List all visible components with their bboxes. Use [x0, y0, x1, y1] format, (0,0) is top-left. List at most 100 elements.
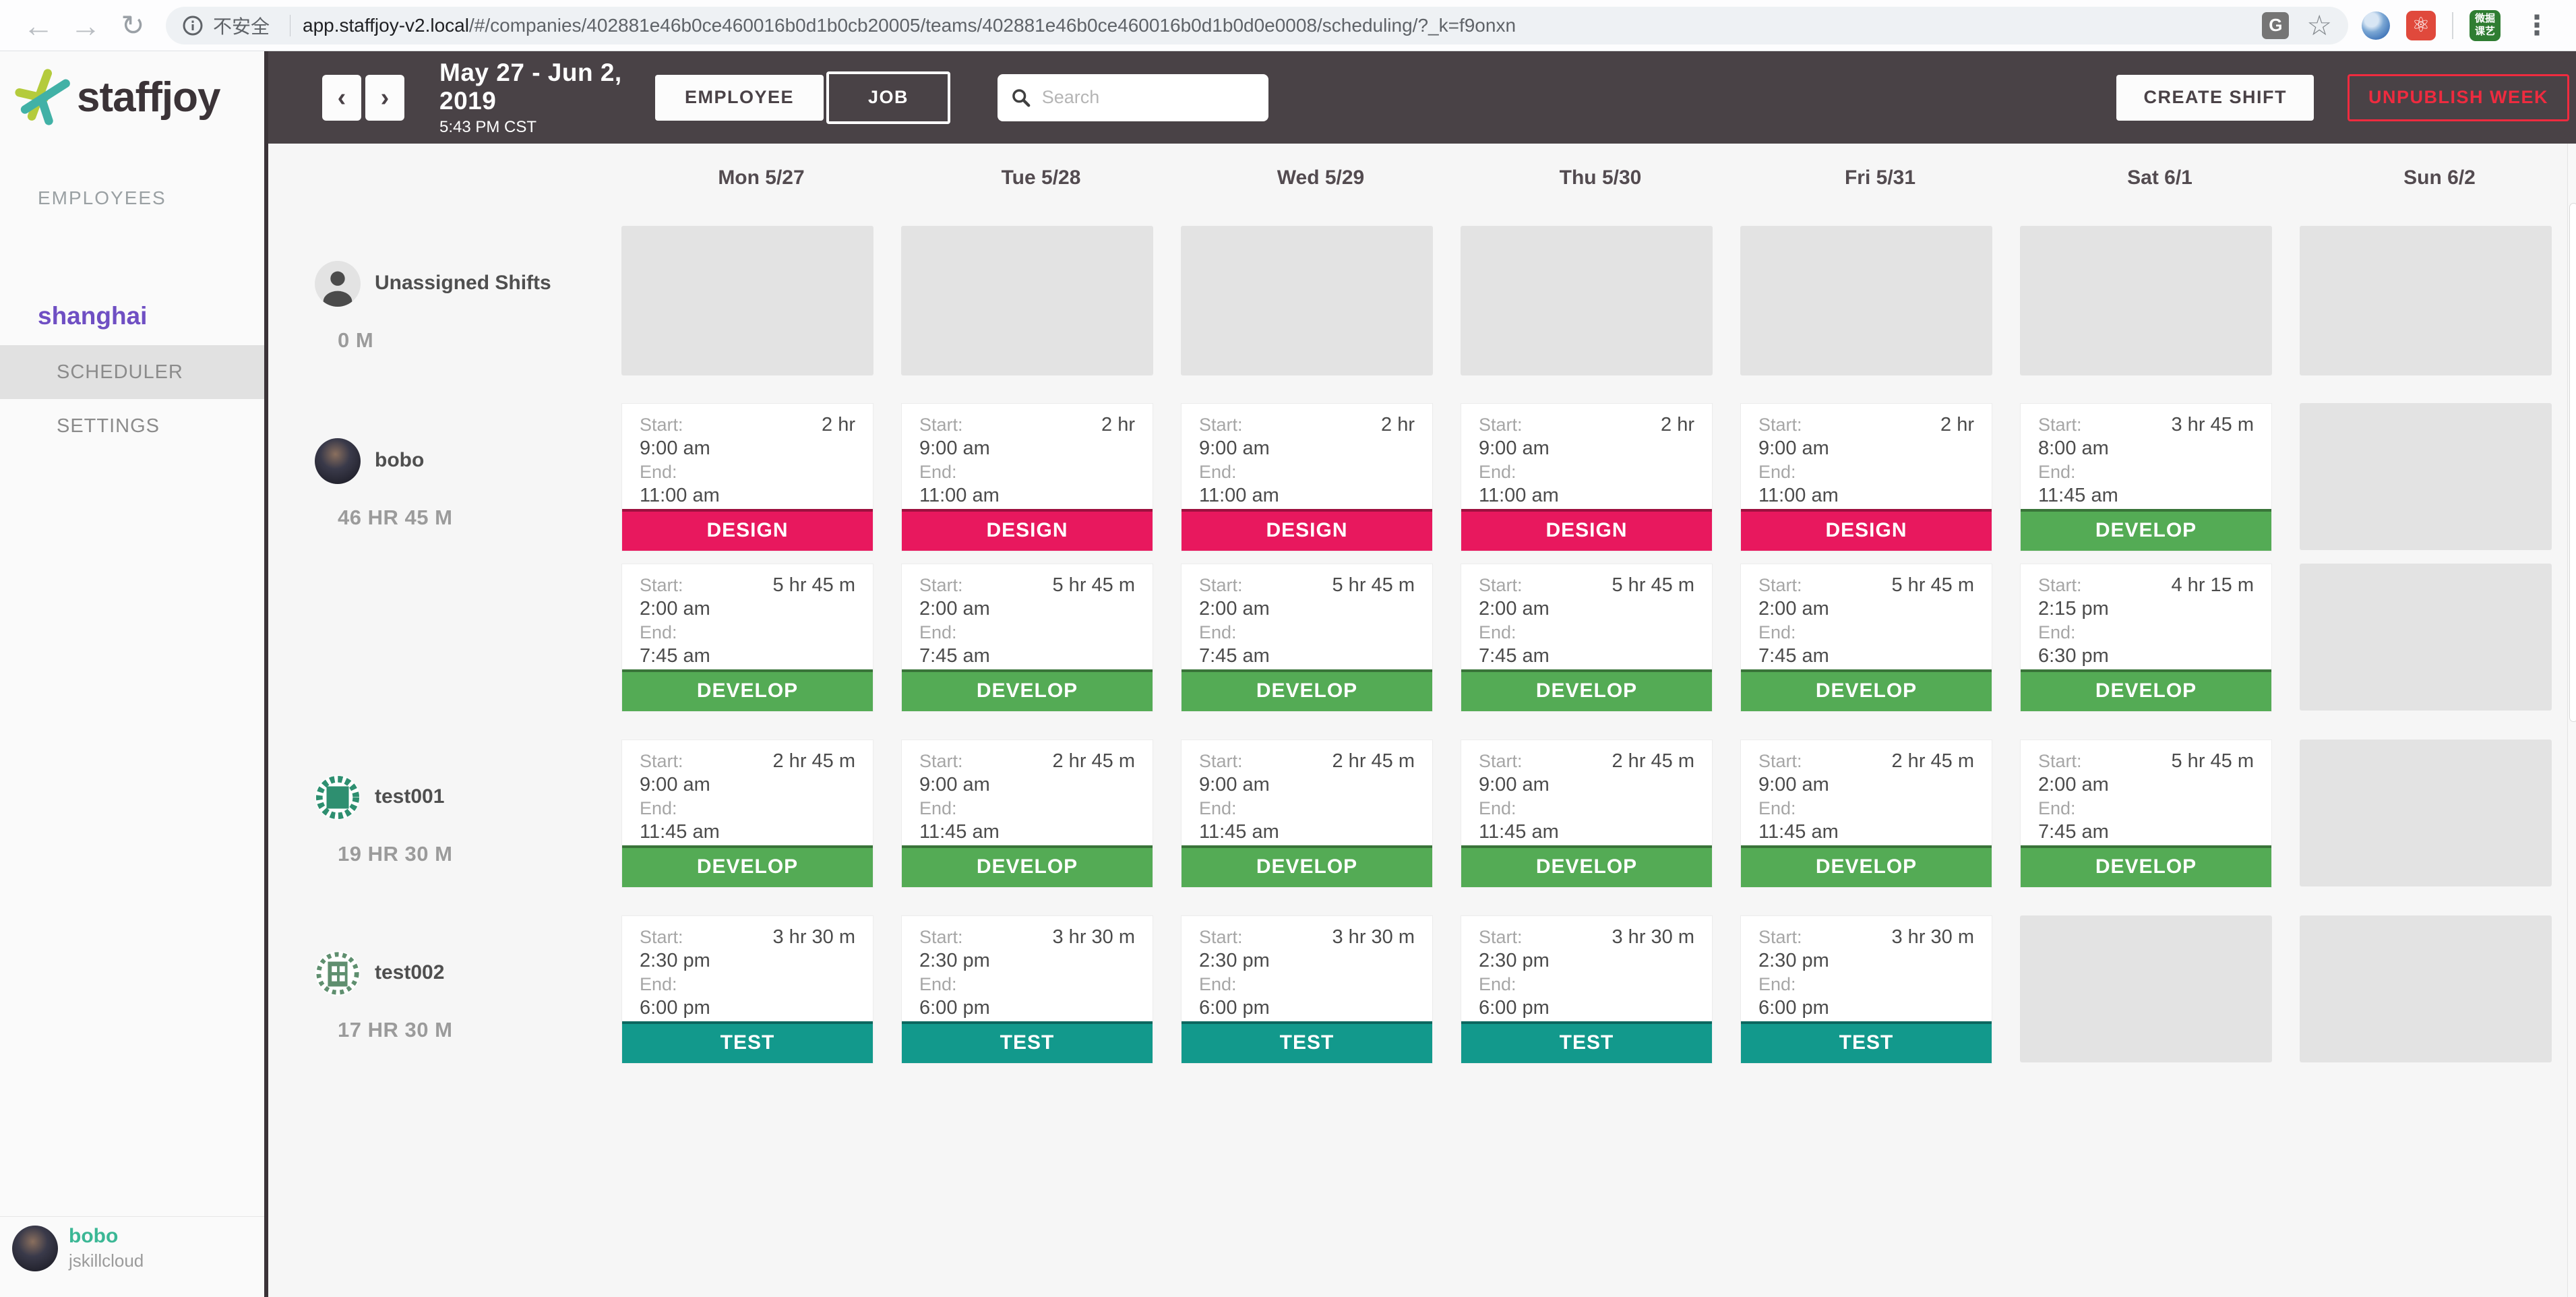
create-shift-button[interactable]: CREATE SHIFT — [2116, 74, 2314, 121]
shift-card[interactable]: Start: 2 hr 9:00 am End: 11:00 am DESIGN — [901, 403, 1153, 551]
translate-icon[interactable]: G — [2262, 11, 2290, 39]
shift-card[interactable]: Start: 2 hr 45 m 9:00 am End: 11:45 am DEVELO… — [1740, 740, 1992, 888]
shift-duration: 2 hr — [1101, 414, 1135, 435]
shift-lanes — [621, 226, 2576, 375]
shift-card[interactable]: Start: 2 hr 45 m 9:00 am End: 11:45 am DEVELO… — [1461, 740, 1713, 888]
shift-card[interactable]: Start: 2 hr 45 m 9:00 am End: 11:45 am DEVELO… — [621, 740, 873, 888]
empty-shift-slot[interactable] — [2300, 403, 2552, 550]
shift-duration: 3 hr 30 m — [1612, 926, 1695, 948]
sidebar-team-name[interactable]: shanghai — [38, 302, 148, 330]
shift-card[interactable]: Start: 2 hr 9:00 am End: 11:00 am DESIGN — [1740, 403, 1992, 551]
empty-shift-slot[interactable] — [2300, 564, 2552, 711]
empty-shift-slot[interactable] — [1461, 226, 1713, 375]
empty-shift-slot[interactable] — [1740, 226, 1992, 375]
day-cell: Start: 5 hr 45 m 2:00 am End: 7:45 am DEVELOP — [621, 564, 901, 712]
shift-card[interactable]: Start: 2 hr 9:00 am End: 11:00 am DESIGN — [1181, 403, 1433, 551]
shift-duration: 2 hr — [1940, 414, 1974, 435]
shift-card[interactable]: Start: 3 hr 30 m 2:30 pm End: 6:00 pm TEST — [621, 915, 873, 1064]
empty-shift-slot[interactable] — [2300, 740, 2552, 886]
shift-card[interactable]: Start: 5 hr 45 m 2:00 am End: 7:45 am DEVELOP — [1181, 564, 1433, 712]
reload-icon[interactable]: ↻ — [121, 9, 145, 41]
shift-job-badge: DEVELOP — [622, 669, 873, 711]
staffjoy-logo[interactable]: staffjoy — [0, 51, 264, 125]
day-cell — [2300, 915, 2576, 1064]
search-box[interactable] — [998, 73, 1269, 121]
day-cell: Start: 2 hr 9:00 am End: 11:00 am DESIGN — [1740, 403, 2020, 551]
empty-shift-slot[interactable] — [901, 226, 1153, 375]
sidebar-item-employees[interactable]: EMPLOYEES — [38, 187, 166, 208]
shift-card-body: Start: 2 hr 9:00 am End: 11:00 am — [902, 404, 1153, 509]
day-header: Sun 6/2 — [2403, 167, 2476, 189]
employee-row-label: Unassigned Shifts 0 M — [268, 226, 621, 375]
end-label: End: — [2038, 622, 2076, 642]
shift-start-time: 2:30 pm — [1758, 950, 1829, 971]
url-bar[interactable]: 不安全 app.staffjoy-v2.local/#/companies/40… — [166, 6, 2348, 44]
shift-card[interactable]: Start: 2 hr 45 m 9:00 am End: 11:45 am DEVELO… — [901, 740, 1153, 888]
forward-icon[interactable]: → — [70, 7, 101, 43]
browser-menu-icon[interactable]: ⋮ — [2523, 10, 2550, 40]
current-time-label: 5:43 PM CST — [439, 117, 537, 136]
shift-job-badge: DEVELOP — [1182, 669, 1432, 711]
shift-lanes: Start: 3 hr 30 m 2:30 pm End: 6:00 pm TEST Sta… — [621, 915, 2576, 1064]
shift-card[interactable]: Start: 5 hr 45 m 2:00 am End: 7:45 am DEVELOP — [621, 564, 873, 712]
empty-shift-slot[interactable] — [621, 226, 873, 375]
site-info-icon[interactable] — [182, 15, 204, 36]
day-cell: Start: 5 hr 45 m 2:00 am End: 7:45 am DEVELOP — [1740, 564, 2020, 712]
employee-week-total: 0 M — [338, 328, 374, 352]
employee-view-button[interactable]: EMPLOYEE — [655, 74, 824, 121]
shift-card[interactable]: Start: 5 hr 45 m 2:00 am End: 7:45 am DEVELOP — [1461, 564, 1713, 712]
shift-card[interactable]: Start: 3 hr 30 m 2:30 pm End: 6:00 pm TEST — [901, 915, 1153, 1064]
employee-avatar — [315, 438, 361, 484]
search-input[interactable] — [1041, 87, 1256, 108]
shift-job-badge: DEVELOP — [1182, 845, 1432, 887]
shift-card[interactable]: Start: 3 hr 30 m 2:30 pm End: 6:00 pm TEST — [1461, 915, 1713, 1064]
shift-lane: Start: 3 hr 30 m 2:30 pm End: 6:00 pm TEST Sta… — [621, 915, 2576, 1064]
shift-card[interactable]: Start: 2 hr 45 m 9:00 am End: 11:45 am DEVELO… — [1181, 740, 1433, 888]
shift-lane — [621, 226, 2576, 375]
end-label: End: — [2038, 462, 2076, 482]
shift-lane: Start: 5 hr 45 m 2:00 am End: 7:45 am DEVELOP… — [621, 564, 2576, 712]
page-url[interactable]: app.staffjoy-v2.local/#/companies/402881… — [303, 14, 1516, 36]
user-footer[interactable]: bobo jskillcloud — [0, 1216, 264, 1297]
security-label: 不安全 — [213, 16, 270, 37]
scrollbar-thumb[interactable] — [2569, 203, 2576, 722]
shift-card[interactable]: Start: 5 hr 45 m 2:00 am End: 7:45 am DEVELOP — [1740, 564, 1992, 712]
shift-card[interactable]: Start: 3 hr 30 m 2:30 pm End: 6:00 pm TEST — [1740, 915, 1992, 1064]
extension-green-icon[interactable]: 微掘 课艺 — [2470, 9, 2501, 41]
shift-card-body: Start: 2 hr 45 m 9:00 am End: 11:45 am — [622, 740, 873, 845]
end-label: End: — [1479, 974, 1516, 994]
extension-react-icon[interactable]: ⚛ — [2406, 10, 2436, 40]
prev-week-button[interactable]: ‹ — [322, 74, 361, 121]
shift-card[interactable]: Start: 5 hr 45 m 2:00 am End: 7:45 am DEVELOP — [901, 564, 1153, 712]
shift-card[interactable]: Start: 3 hr 30 m 2:30 pm End: 6:00 pm TEST — [1181, 915, 1433, 1064]
empty-shift-slot[interactable] — [1181, 226, 1433, 375]
shift-start-time: 9:00 am — [1758, 438, 1829, 459]
next-week-button[interactable]: › — [365, 74, 404, 121]
shift-card[interactable]: Start: 2 hr 9:00 am End: 11:00 am DESIGN — [621, 403, 873, 551]
shift-card[interactable]: Start: 3 hr 45 m 8:00 am End: 11:45 am DEVELO… — [2020, 403, 2272, 551]
job-view-button[interactable]: JOB — [826, 71, 951, 124]
day-cell — [2300, 403, 2576, 551]
shift-card[interactable]: Start: 2 hr 9:00 am End: 11:00 am DESIGN — [1461, 403, 1713, 551]
extension-blue-icon[interactable] — [2362, 11, 2390, 40]
day-cell: Start: 2 hr 45 m 9:00 am End: 11:45 am DEVELO… — [1461, 740, 1740, 888]
scrollbar[interactable] — [2567, 144, 2576, 1297]
start-label: Start: — [1758, 415, 1802, 435]
sidebar-item-scheduler[interactable]: SCHEDULER — [0, 345, 264, 399]
day-header-row: Mon 5/27 Tue 5/28 Wed 5/29 Thu 5/30 Fri 5/31… — [268, 144, 2576, 226]
end-label: End: — [1199, 974, 1237, 994]
back-icon[interactable]: ← — [23, 7, 54, 43]
shift-card-body: Start: 5 hr 45 m 2:00 am End: 7:45 am — [902, 564, 1153, 669]
empty-shift-slot[interactable] — [2020, 915, 2272, 1062]
shift-card[interactable]: Start: 5 hr 45 m 2:00 am End: 7:45 am DEVELOP — [2020, 740, 2272, 888]
empty-shift-slot[interactable] — [2300, 915, 2552, 1062]
unpublish-week-button[interactable]: UNPUBLISH WEEK — [2347, 73, 2569, 121]
shift-card[interactable]: Start: 4 hr 15 m 2:15 pm End: 6:30 pm DEVELOP — [2020, 564, 2272, 712]
shift-card-body: Start: 5 hr 45 m 2:00 am End: 7:45 am — [1182, 564, 1432, 669]
empty-shift-slot[interactable] — [2020, 226, 2272, 375]
day-cell — [2020, 226, 2300, 375]
empty-shift-slot[interactable] — [2300, 226, 2552, 375]
sidebar-item-settings[interactable]: SETTINGS — [57, 415, 160, 437]
employee-row-group: test001 19 HR 30 M Start: 2 hr 45 m 9:00 am E… — [268, 740, 2576, 888]
bookmark-star-icon[interactable]: ☆ — [2306, 9, 2332, 41]
